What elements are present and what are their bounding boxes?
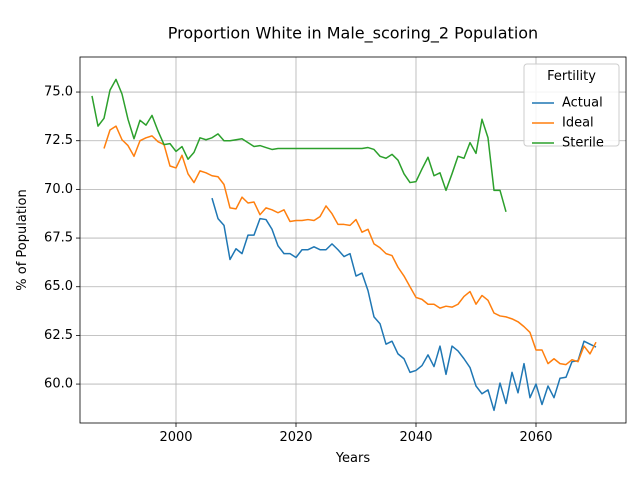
axis-ticks: 2000 2020 2040 2060 60.0 62.5 65.0 67.5 70.0 72.5… (44, 85, 553, 445)
y-tick-label: 60.0 (44, 377, 73, 392)
legend-label-sterile: Sterile (562, 136, 604, 151)
x-axis-label: Years (335, 451, 371, 466)
legend-title: Fertility (547, 69, 596, 84)
series-lines (91, 78, 597, 412)
y-axis-label: % of Population (15, 189, 30, 290)
chart-title: Proportion White in Male_scoring_2 Popul… (168, 24, 538, 44)
series-line-ideal (103, 125, 597, 366)
y-tick-label: 70.0 (44, 182, 73, 197)
series-line-actual (211, 197, 597, 412)
x-tick-label: 2040 (399, 430, 432, 445)
y-tick-label: 62.5 (44, 328, 73, 343)
series-line-sterile (91, 78, 507, 212)
legend: Fertility Actual Ideal Sterile (523, 63, 620, 151)
x-tick-label: 2020 (279, 430, 312, 445)
y-tick-label: 65.0 (44, 279, 73, 294)
x-tick-label: 2060 (519, 430, 552, 445)
x-tick-label: 2000 (159, 430, 192, 445)
legend-label-actual: Actual (562, 96, 603, 111)
y-tick-label: 72.5 (44, 133, 73, 148)
y-tick-label: 67.5 (44, 231, 73, 246)
y-tick-label: 75.0 (44, 85, 73, 100)
legend-label-ideal: Ideal (562, 116, 594, 131)
legend-box (523, 63, 620, 147)
plot-frame (79, 56, 627, 424)
